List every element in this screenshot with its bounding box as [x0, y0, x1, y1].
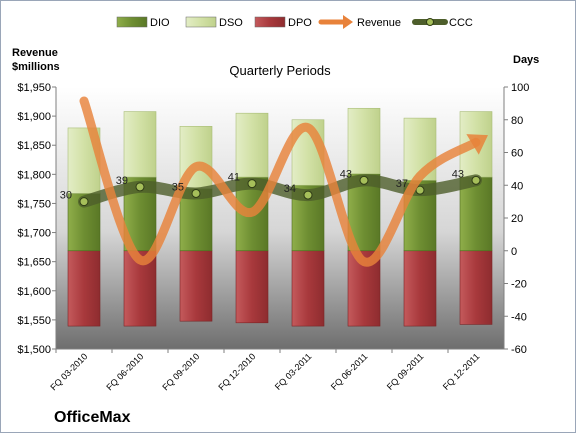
ccc-data-label: 30	[60, 190, 72, 202]
left-axis-tick-label: $1,650	[17, 257, 51, 269]
legend-label-dpo: DPO	[288, 17, 312, 29]
dpo-bar	[403, 250, 437, 327]
dpo-bar	[235, 250, 269, 324]
right-axis-tick-label: -40	[511, 311, 527, 323]
dio-bar	[179, 188, 213, 252]
left-axis-tick-label: $1,700	[17, 228, 51, 240]
legend-ccc-marker	[426, 18, 434, 26]
left-axis-label-line1: Revenue	[12, 47, 58, 59]
right-axis-tick-label: 40	[511, 180, 523, 192]
ccc-point	[79, 197, 89, 207]
ccc-point	[247, 179, 257, 189]
left-axis-tick-label: $1,800	[17, 169, 51, 181]
ccc-data-label: 37	[396, 178, 408, 190]
right-axis-tick-label: 20	[511, 213, 523, 225]
legend-swatch-dpo	[254, 16, 286, 28]
revenue-line	[79, 96, 481, 267]
right-axis-tick-label: 80	[511, 115, 523, 127]
ccc-data-label: 43	[452, 168, 464, 180]
ccc-point	[135, 182, 145, 192]
ccc-data-label: 43	[340, 168, 352, 180]
legend-label-ccc: CCC	[449, 17, 473, 29]
company-name: OfficeMax	[54, 409, 131, 426]
left-axis-label-line2: $millions	[12, 61, 60, 73]
right-axis-tick-label: -20	[511, 279, 527, 291]
ccc-point	[303, 190, 313, 200]
legend-swatch-dio	[116, 16, 148, 28]
legend-revenue-arrowhead	[343, 15, 353, 29]
dso-bar	[347, 107, 381, 175]
dpo-bar	[459, 250, 493, 325]
legend-label-revenue: Revenue	[357, 17, 401, 29]
dio-bar	[459, 176, 493, 252]
ccc-data-label: 35	[172, 181, 184, 193]
dso-bar	[123, 111, 157, 178]
left-axis-tick-label: $1,550	[17, 315, 51, 327]
left-axis-tick-label: $1,850	[17, 140, 51, 152]
dpo-bar	[67, 250, 101, 327]
left-axis-tick-label: $1,500	[17, 344, 51, 356]
right-axis-tick-label: 100	[511, 82, 529, 94]
legend-label-dso: DSO	[219, 17, 243, 29]
dpo-bar	[123, 250, 157, 327]
ccc-point	[191, 188, 201, 198]
legend-swatch-dso	[185, 16, 217, 28]
chart-title: Quarterly Periods	[229, 63, 331, 78]
left-axis-tick-label: $1,950	[17, 82, 51, 94]
dpo-bar	[291, 250, 325, 327]
right-axis-label: Days	[513, 54, 539, 66]
ccc-data-label: 34	[284, 183, 296, 195]
right-axis-tick-label: -60	[511, 344, 527, 356]
left-axis-tick-label: $1,900	[17, 111, 51, 123]
dso-bar	[235, 112, 269, 178]
left-axis-tick-label: $1,750	[17, 198, 51, 210]
ccc-point	[415, 185, 425, 195]
ccc-data-label: 39	[116, 175, 128, 187]
dpo-bar	[179, 250, 213, 322]
legend-label-dio: DIO	[150, 17, 170, 29]
ccc-point	[471, 175, 481, 185]
ccc-point	[359, 175, 369, 185]
revenue-arrowhead	[466, 134, 488, 155]
left-axis-tick-label: $1,600	[17, 286, 51, 298]
right-axis-tick-label: 60	[511, 148, 523, 160]
right-axis-tick-label: 0	[511, 246, 517, 258]
ccc-data-label: 41	[228, 172, 240, 184]
